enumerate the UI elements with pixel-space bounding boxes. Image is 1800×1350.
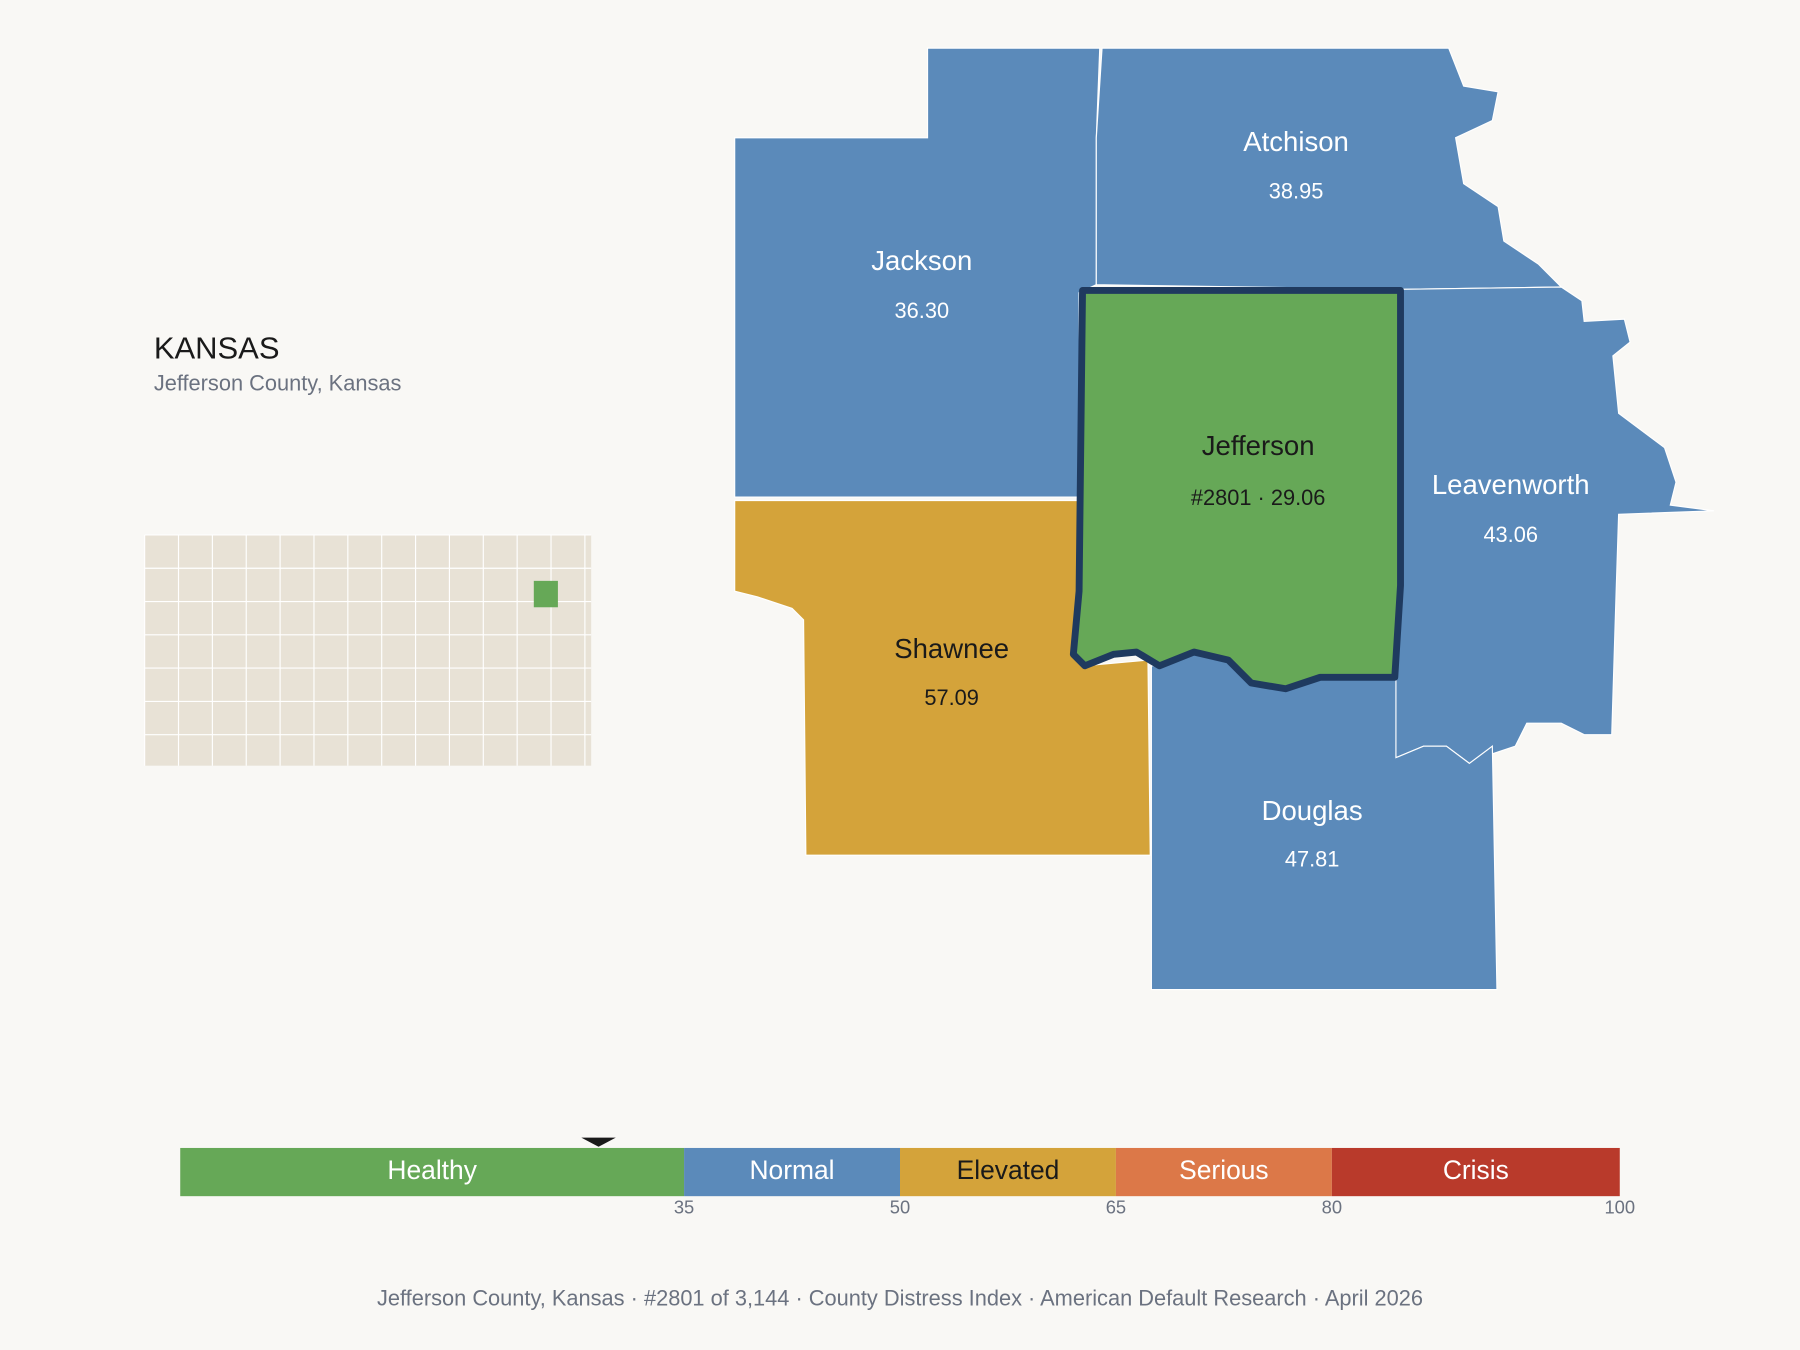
tick-label: 80: [1322, 1197, 1342, 1218]
county-score: 57.09: [924, 685, 979, 710]
county-score: 43.06: [1483, 522, 1538, 547]
band-label: Normal: [750, 1155, 835, 1185]
county-name: Atchison: [1243, 126, 1349, 157]
scale-band: [684, 1147, 900, 1197]
selected-county-locator: [533, 580, 558, 608]
state-locator: [144, 534, 592, 766]
tick-label: 100: [1604, 1197, 1635, 1218]
scale-band: [900, 1147, 1116, 1197]
band-label: Crisis: [1443, 1155, 1509, 1185]
scale-band: [180, 1147, 685, 1197]
county-score: 47.81: [1285, 847, 1340, 872]
subtitle: Jefferson County, Kansas: [154, 370, 402, 395]
band-label: Elevated: [957, 1155, 1060, 1185]
selected-county[interactable]: [1069, 286, 1404, 693]
county-name: Jackson: [871, 245, 972, 276]
scale-band: [1331, 1147, 1620, 1197]
footer: Jefferson County, Kansas · #2801 of 3,14…: [377, 1285, 1423, 1310]
legend-scale: Healthy Normal Elevated Serious Crisis 35 50 65…: [180, 1137, 1635, 1218]
county-name: Shawnee: [894, 633, 1009, 664]
state-title: KANSAS: [154, 330, 280, 365]
band-label: Serious: [1179, 1155, 1268, 1185]
county-score: 36.30: [895, 298, 950, 323]
tick-label: 35: [674, 1197, 694, 1218]
scale-band: [1115, 1147, 1332, 1197]
state-shape: [144, 534, 592, 766]
county-score: 38.95: [1269, 179, 1324, 204]
band-label: Healthy: [387, 1155, 477, 1185]
score-marker: [581, 1137, 616, 1147]
tick-label: 50: [890, 1197, 910, 1218]
tick-label: 65: [1106, 1197, 1126, 1218]
county-name: Leavenworth: [1432, 469, 1590, 500]
county-name: Jefferson: [1202, 430, 1315, 461]
county-score: #2801 · 29.06: [1191, 485, 1326, 510]
county-name: Douglas: [1262, 795, 1363, 826]
county[interactable]: [1095, 47, 1563, 290]
